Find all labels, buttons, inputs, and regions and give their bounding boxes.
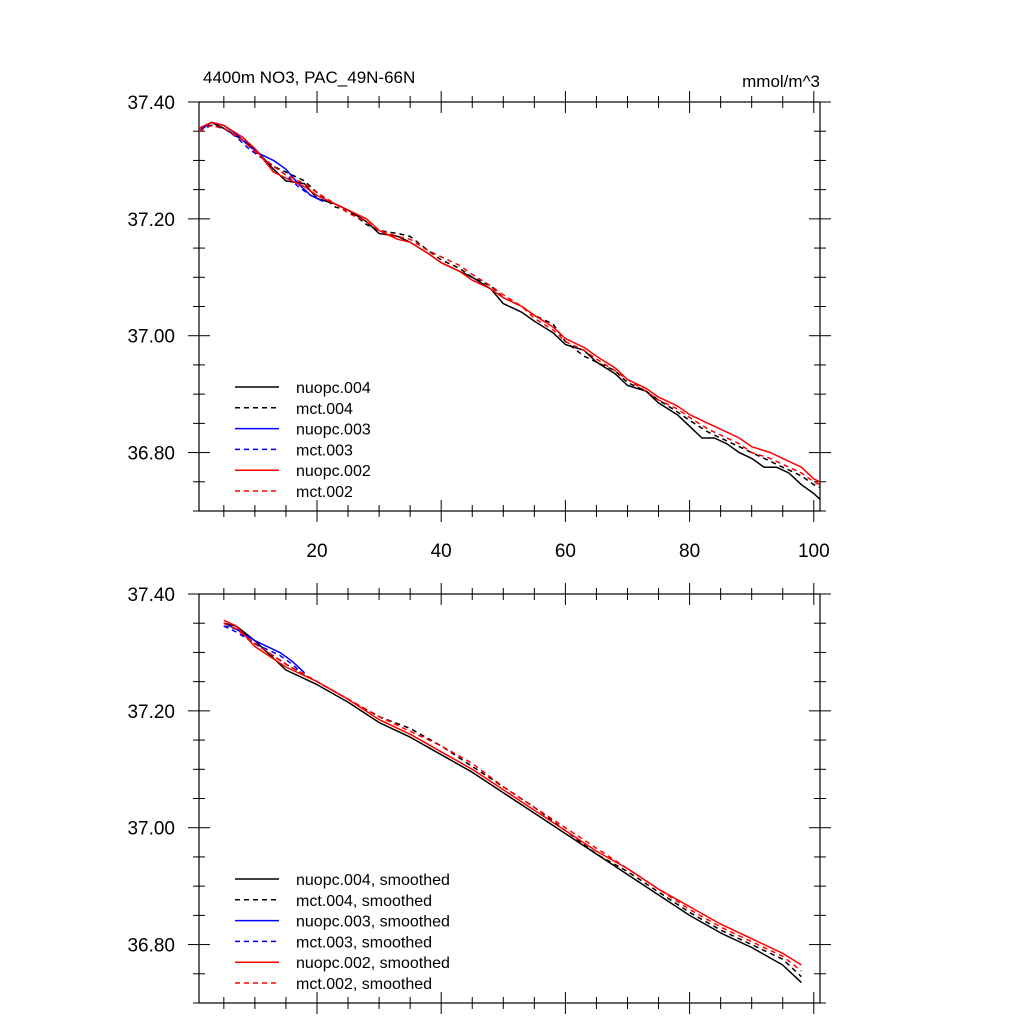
legend-label: nuopc.003 <box>296 422 371 439</box>
y-tick-label: 37.40 <box>127 585 175 606</box>
y-tick-label: 37.40 <box>127 93 175 114</box>
legend-label: nuopc.002 <box>296 463 371 480</box>
legend-label: mct.003, smoothed <box>296 934 432 951</box>
x-tick-label: 100 <box>798 541 830 562</box>
y-tick-label: 37.00 <box>127 819 175 840</box>
plot-frame <box>198 593 821 1004</box>
series-line-nuopc-004-smoothed <box>223 622 802 984</box>
y-tick-label: 37.20 <box>127 702 175 723</box>
y-tick-label: 36.80 <box>127 936 175 957</box>
x-tick-label: 80 <box>679 541 700 562</box>
legend-label: mct.002 <box>296 484 353 501</box>
series-line-nuopc-003 <box>198 121 324 202</box>
legend-label: mct.003 <box>296 442 353 459</box>
raw-panel: 4400m NO3, PAC_49N-66N mmol/m^3 20 40 60 80… <box>127 68 831 562</box>
legend-label: nuopc.003, smoothed <box>296 914 450 931</box>
y-tick-label: 36.80 <box>127 444 175 465</box>
x-tick-label: 20 <box>306 541 327 562</box>
chart-title: 4400m NO3, PAC_49N-66N <box>203 68 415 87</box>
legend-label: nuopc.002, smoothed <box>296 955 450 972</box>
legend-label: nuopc.004 <box>296 380 371 397</box>
series-line-nuopc-004 <box>198 121 821 500</box>
series-line-mct-003-smoothed <box>223 625 306 677</box>
x-tick-label: 60 <box>555 541 576 562</box>
legend-label: nuopc.004, smoothed <box>296 872 450 889</box>
x-tick-label: 40 <box>431 541 452 562</box>
series-line-mct-002-smoothed <box>223 622 802 972</box>
units-label: mmol/m^3 <box>742 72 820 91</box>
legend-label: mct.002, smoothed <box>296 976 432 993</box>
series-line-nuopc-002-smoothed <box>223 619 802 966</box>
smoothed-panel: 36.80 37.00 37.20 37.40 nuopc.004, smoothed m… <box>127 583 831 1014</box>
legend-label: mct.004, smoothed <box>296 893 432 910</box>
series-line-mct-004 <box>198 124 821 489</box>
y-tick-label: 37.20 <box>127 210 175 231</box>
legend-label: mct.004 <box>296 401 353 418</box>
series-line-mct-004-smoothed <box>223 625 802 978</box>
y-tick-label: 37.00 <box>127 327 175 348</box>
series-line-mct-002 <box>198 124 821 486</box>
series-line-nuopc-002 <box>198 121 821 483</box>
